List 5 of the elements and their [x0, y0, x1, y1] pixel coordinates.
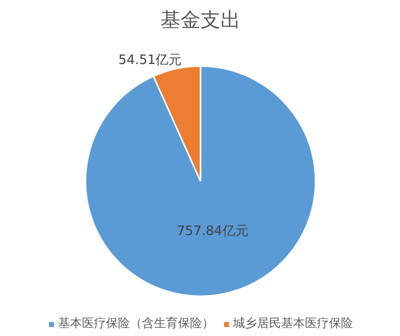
legend-label: 基本医疗保险（含生育保险） — [58, 315, 214, 332]
data-label: 54.51亿元 — [118, 53, 182, 68]
legend-label: 城乡居民基本医疗保险 — [233, 315, 353, 332]
chart-title: 基金支出 — [160, 8, 240, 32]
data-label: 757.84亿元 — [176, 224, 248, 239]
